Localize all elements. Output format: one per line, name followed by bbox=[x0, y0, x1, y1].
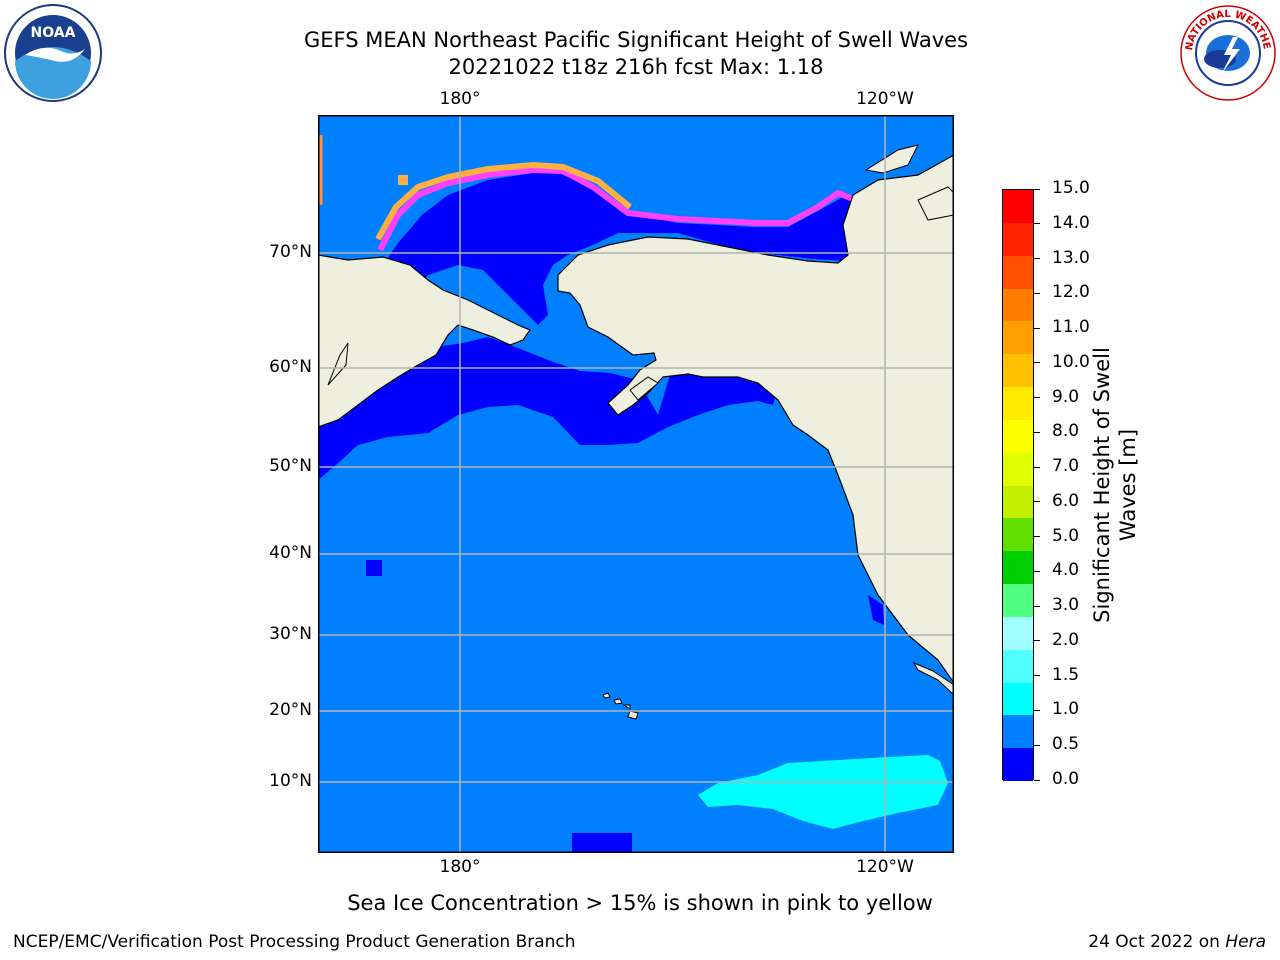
colorbar-tick-mark bbox=[1034, 397, 1040, 399]
lat-label-30n: 30°N bbox=[269, 624, 312, 644]
land-arctic-island bbox=[917, 186, 954, 221]
colorbar-tick-label: 0.5 bbox=[1052, 734, 1080, 755]
colorbar-tick-mark bbox=[1034, 640, 1040, 642]
nws-logo: NATIONAL WEATHER SERVICE bbox=[1178, 3, 1276, 101]
colorbar-tick-label: 1.5 bbox=[1052, 664, 1080, 685]
lon-label-bottom-120w: 120°W bbox=[856, 857, 914, 877]
chart-subtitle: 20221022 t18z 216h fcst Max: 1.18 bbox=[448, 55, 824, 79]
colorbar-tick-label: 0.0 bbox=[1052, 769, 1080, 789]
ocean-low-patch bbox=[366, 560, 382, 576]
ocean-low-california bbox=[868, 595, 884, 625]
credit-left: NCEP/EMC/Verification Post Processing Pr… bbox=[13, 932, 576, 952]
colorbar-segment bbox=[1003, 354, 1033, 388]
colorbar-tick-mark bbox=[1034, 779, 1040, 781]
ocean-low-patch bbox=[572, 833, 632, 853]
lat-label-40n: 40°N bbox=[269, 543, 312, 563]
colorbar-segment bbox=[1003, 321, 1033, 355]
colorbar-segment bbox=[1003, 288, 1033, 322]
land-siberia bbox=[318, 254, 531, 428]
colorbar-tick-label: 9.0 bbox=[1052, 386, 1080, 407]
land-aleutian-tip bbox=[629, 376, 659, 401]
colorbar-tick-label: 14.0 bbox=[1052, 212, 1090, 233]
colorbar-segment bbox=[1003, 485, 1033, 519]
sea-ice-edge bbox=[377, 166, 855, 252]
colorbar-tick-mark bbox=[1034, 501, 1040, 503]
colorbar-tick-mark bbox=[1034, 466, 1040, 468]
land-north-america bbox=[557, 154, 954, 685]
colorbar-tick-mark bbox=[1034, 327, 1040, 329]
colorbar-tick-label: 3.0 bbox=[1052, 595, 1080, 616]
colorbar-segment bbox=[1003, 649, 1033, 683]
lat-label-50n: 50°N bbox=[269, 456, 312, 476]
colorbar-segment bbox=[1003, 584, 1033, 618]
lat-label-70n: 70°N bbox=[269, 242, 312, 262]
sea-ice-patch bbox=[398, 175, 408, 185]
colorbar-tick-mark bbox=[1034, 431, 1040, 433]
land-hawaii bbox=[602, 692, 639, 720]
lon-label-top-120w: 120°W bbox=[856, 89, 914, 109]
colorbar-tick-mark bbox=[1034, 362, 1040, 364]
colorbar-tick-label: 4.0 bbox=[1052, 560, 1080, 581]
colorbar-segment bbox=[1003, 387, 1033, 421]
colorbar-segment bbox=[1003, 255, 1033, 289]
ocean-bottom-strip bbox=[318, 833, 954, 853]
map-frame bbox=[318, 115, 954, 853]
lon-label-top-180: 180° bbox=[439, 89, 481, 109]
land-baja bbox=[912, 661, 954, 696]
lon-label-bottom-180: 180° bbox=[439, 857, 481, 877]
colorbar-tick-label: 15.0 bbox=[1052, 178, 1090, 198]
colorbar-segment bbox=[1003, 715, 1033, 749]
colorbar-tick-label: 7.0 bbox=[1052, 456, 1080, 477]
lat-label-10n: 10°N bbox=[269, 771, 312, 791]
colorbar-segment bbox=[1003, 222, 1033, 257]
colorbar-tick-label: 6.0 bbox=[1052, 490, 1080, 511]
sea-ice-outer-edge bbox=[375, 161, 632, 241]
colorbar-segment bbox=[1003, 419, 1033, 454]
colorbar-title: Significant Height of Swell Waves [m] bbox=[1089, 325, 1141, 645]
lat-label-60n: 60°N bbox=[269, 357, 312, 377]
colorbar-segment bbox=[1003, 682, 1033, 716]
colorbar-tick-mark bbox=[1034, 223, 1040, 225]
lat-label-20n: 20°N bbox=[269, 700, 312, 720]
credit-host: Hera bbox=[1225, 932, 1266, 952]
ocean-swell-0-0.5-bering bbox=[348, 173, 918, 367]
colorbar-tick-mark bbox=[1034, 536, 1040, 538]
colorbar bbox=[1002, 189, 1034, 782]
colorbar-segment bbox=[1003, 518, 1033, 552]
noaa-logo: NOAA bbox=[4, 4, 102, 102]
sea-ice-note: Sea Ice Concentration > 15% is shown in … bbox=[347, 891, 933, 915]
graticule bbox=[318, 115, 954, 853]
colorbar-tick-label: 12.0 bbox=[1052, 282, 1090, 303]
colorbar-tick-label: 2.0 bbox=[1052, 629, 1080, 650]
colorbar-tick-label: 10.0 bbox=[1052, 351, 1090, 372]
colorbar-tick-mark bbox=[1034, 570, 1040, 572]
credit-right: 24 Oct 2022 on Hera bbox=[1088, 932, 1266, 952]
colorbar-tick-mark bbox=[1034, 675, 1040, 677]
colorbar-tick-label: 13.0 bbox=[1052, 247, 1090, 268]
colorbar-segment bbox=[1003, 616, 1033, 651]
colorbar-segment bbox=[1003, 748, 1033, 782]
colorbar-tick-label: 11.0 bbox=[1052, 317, 1090, 338]
colorbar-tick-mark bbox=[1034, 744, 1040, 746]
ocean-swell-0-0.5-north bbox=[318, 337, 778, 480]
colorbar-tick-mark bbox=[1034, 605, 1040, 607]
colorbar-segment bbox=[1003, 452, 1033, 486]
land-canada-north bbox=[864, 144, 919, 174]
colorbar-title-line2: Waves [m] bbox=[1116, 428, 1140, 542]
colorbar-tick-mark bbox=[1034, 258, 1040, 260]
colorbar-tick-mark bbox=[1034, 292, 1040, 294]
land-kamchatka bbox=[327, 342, 349, 386]
colorbar-title-line1: Significant Height of Swell bbox=[1090, 347, 1114, 623]
colorbar-tick-label: 5.0 bbox=[1052, 525, 1080, 546]
map-panel bbox=[318, 115, 954, 853]
colorbar-tick-mark bbox=[1034, 188, 1040, 190]
colorbar-segment bbox=[1003, 190, 1033, 224]
chart-title: GEFS MEAN Northeast Pacific Significant … bbox=[303, 28, 969, 52]
colorbar-tick-label: 8.0 bbox=[1052, 421, 1080, 442]
colorbar-tick-label: 1.0 bbox=[1052, 699, 1080, 720]
colorbar-segment bbox=[1003, 551, 1033, 585]
noaa-logo-text: NOAA bbox=[31, 25, 76, 41]
credit-date: 24 Oct 2022 on bbox=[1088, 932, 1226, 952]
colorbar-tick-mark bbox=[1034, 709, 1040, 711]
